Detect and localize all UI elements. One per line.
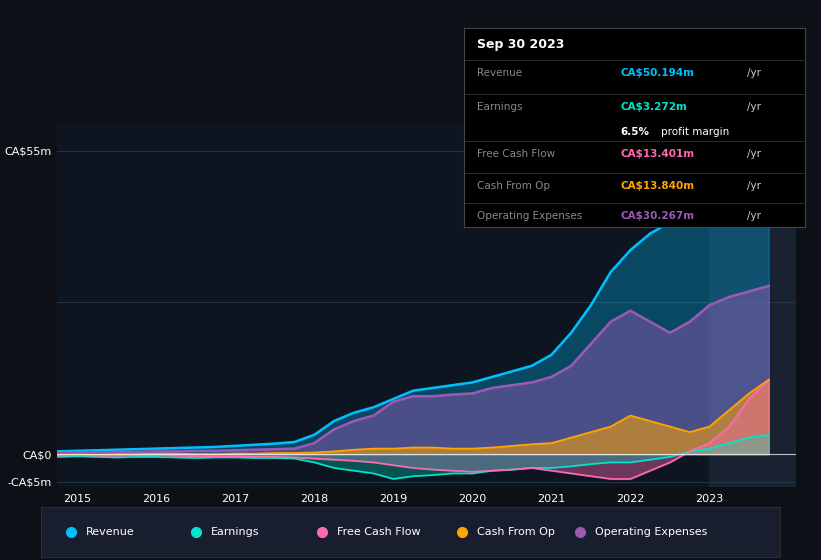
Bar [709,123,796,487]
Text: Operating Expenses: Operating Expenses [478,211,583,221]
Text: Revenue: Revenue [478,68,523,78]
Text: 6.5%: 6.5% [621,128,649,137]
Text: profit margin: profit margin [662,128,730,137]
Text: Operating Expenses: Operating Expenses [595,527,708,537]
Text: Cash From Op: Cash From Op [478,181,551,191]
Text: Cash From Op: Cash From Op [477,527,555,537]
Text: Earnings: Earnings [211,527,259,537]
Text: /yr: /yr [746,150,761,159]
Text: Earnings: Earnings [478,101,523,111]
Text: CA$13.401m: CA$13.401m [621,150,695,159]
Text: Revenue: Revenue [85,527,134,537]
Text: CA$50.194m: CA$50.194m [621,68,695,78]
Text: Sep 30 2023: Sep 30 2023 [478,38,565,51]
Text: CA$3.272m: CA$3.272m [621,101,687,111]
Text: CA$30.267m: CA$30.267m [621,211,695,221]
Text: Free Cash Flow: Free Cash Flow [478,150,556,159]
Text: /yr: /yr [746,68,761,78]
Text: Free Cash Flow: Free Cash Flow [337,527,420,537]
Text: /yr: /yr [746,211,761,221]
Text: CA$13.840m: CA$13.840m [621,181,695,191]
Text: /yr: /yr [746,101,761,111]
Text: /yr: /yr [746,181,761,191]
